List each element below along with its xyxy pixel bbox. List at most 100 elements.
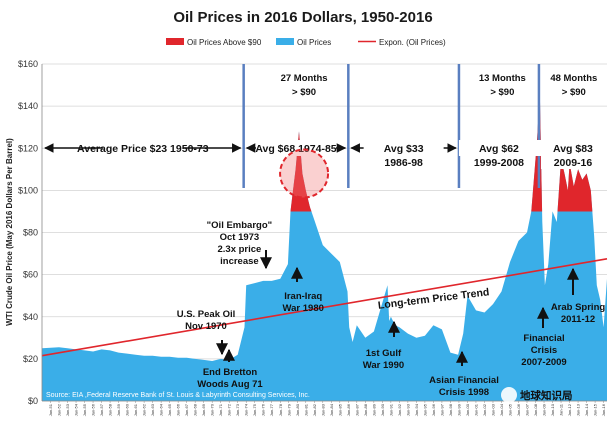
x-tick-label: Jan-82 (312, 403, 317, 416)
x-tick-label: Jan-85 (337, 403, 342, 416)
period-label-2: 1999-2008 (474, 157, 524, 169)
price-area (42, 91, 607, 402)
y-tick-label: $160 (18, 59, 38, 69)
period-label-bg (532, 140, 609, 156)
x-tick-label: Jan-05 (507, 403, 512, 416)
x-tick-label: Jan-87 (354, 403, 359, 416)
x-tick-label: Jan-71 (218, 403, 223, 416)
x-tick-label: Jan-73 (235, 403, 240, 416)
x-tick-label: Jan-86 (346, 403, 351, 416)
y-tick-label: $120 (18, 143, 38, 153)
period-label: Avg $62 (479, 143, 519, 155)
period-label-bg (371, 155, 436, 169)
x-tick-label: Jan-68 (193, 403, 198, 416)
y-tick-label: $80 (23, 228, 38, 238)
x-tick-label: Jan-99 (456, 403, 461, 416)
x-tick-label: Jan-98 (448, 403, 453, 416)
event-annotation-line: Woods Aug 71 (197, 379, 263, 390)
event-annotation-line: "Oil Embargo" (207, 220, 273, 231)
x-tick-label: Jan-65 (167, 403, 172, 416)
event-annotation-line: Arab Spring (551, 302, 606, 313)
event-annotation-line: War 1990 (363, 360, 404, 371)
watermark-icon (501, 387, 517, 403)
x-tick-label: Jan-04 (499, 403, 504, 416)
event-annotation-line: Nov 1970 (185, 321, 227, 332)
event-annotation-line: Iran-Iraq (284, 291, 322, 302)
event-annotation-line: Crisis (531, 345, 557, 356)
x-tick-label: Jan-61 (133, 403, 138, 416)
legend-label: Expon. (Oil Prices) (379, 38, 446, 47)
months-above-90-label: > $90 (490, 87, 514, 98)
event-annotation-line: 2.3x price (217, 244, 261, 255)
event-annotation-line: Asian Financial (429, 375, 499, 386)
event-annotation-line: 2011-12 (561, 314, 595, 325)
y-tick-label: $100 (18, 185, 38, 195)
x-tick-label: Jan-78 (278, 403, 283, 416)
x-tick-label: Jan-01 (473, 403, 478, 416)
watermark-text: 地球知识局 (520, 389, 573, 402)
y-tick-label: $60 (23, 270, 38, 280)
event-annotation-line: End Bretton (203, 367, 258, 378)
x-tick-label: Jan-97 (439, 403, 444, 416)
x-tick-label: Jan-89 (371, 403, 376, 416)
x-tick-label: Jan-02 (482, 403, 487, 416)
x-tick-label: Jan-63 (150, 403, 155, 416)
y-axis-label: WTI Crude Oil Price (May 2016 Dollars Pe… (5, 138, 14, 326)
price-area-blue (42, 91, 607, 402)
watermark: 地球知识局 (501, 387, 573, 403)
x-tick-label: Jan-10 (550, 403, 555, 416)
period-dividers (242, 64, 541, 188)
x-tick-label: Jan-09 (542, 403, 547, 416)
x-tick-label: Jan-75 (252, 403, 257, 416)
x-tick-label: Jan-55 (82, 403, 87, 416)
months-above-90-label: > $90 (562, 87, 586, 98)
x-tick-label: Jan-76 (261, 403, 266, 416)
legend-swatch (276, 38, 294, 45)
event-annotation-line: Crisis 1998 (439, 387, 489, 398)
x-tick-label: Jan-00 (465, 403, 470, 416)
event-annotation-line: U.S. Peak Oil (177, 309, 236, 320)
x-tick-label: Jan-53 (65, 403, 70, 416)
period-label: Avg $83 (553, 143, 593, 155)
x-tick-label: Jan-16 (601, 403, 606, 416)
x-tick-label: Jan-77 (269, 403, 274, 416)
x-tick-label: Jan-90 (380, 403, 385, 416)
period-annotations: Average Price $23 1950-73 Avg $68 1974-85… (44, 73, 609, 169)
x-tick-label: Jan-74 (244, 403, 249, 416)
x-tick-label: Jan-60 (125, 403, 130, 416)
event-annotation-line: 1st Gulf (366, 348, 402, 359)
legend-label: Oil Prices (297, 38, 331, 47)
period-label-2: 1986-98 (384, 157, 423, 169)
period-label-bg (102, 140, 183, 156)
x-tick-label: Jan-79 (286, 403, 291, 416)
x-tick-label: Jan-56 (91, 403, 96, 416)
x-tick-label: Jan-72 (227, 403, 232, 416)
x-tick-label: Jan-93 (405, 403, 410, 416)
x-tick-label: Jan-15 (593, 403, 598, 416)
period-label-bg (458, 140, 539, 156)
x-tick-label: Jan-81 (303, 403, 308, 416)
months-above-90-label: > $90 (292, 87, 316, 98)
period-label: Avg $33 (384, 143, 424, 155)
x-tick-label: Jan-80 (295, 403, 300, 416)
legend-swatch (166, 38, 184, 45)
x-tick-label: Jan-84 (329, 403, 334, 416)
period-label-bg (540, 155, 605, 169)
x-tick-label: Jan-66 (176, 403, 181, 416)
legend-label: Oil Prices Above $90 (187, 38, 262, 47)
price-area-above-90 (290, 91, 593, 212)
x-tick-label: Jan-14 (584, 403, 589, 416)
source-note: Source: EIA ,Federal Reserve Bank of St.… (46, 392, 310, 399)
x-tick-label: Jan-96 (431, 403, 436, 416)
x-tick-label: Jan-08 (533, 403, 538, 416)
months-above-90-label: 48 Months (550, 73, 597, 84)
x-tick-label: Jan-64 (159, 403, 164, 416)
event-annotation-line: increase (220, 256, 259, 267)
x-tick-label: Jan-94 (414, 403, 419, 416)
trend-line (41, 258, 608, 357)
x-tick-label: Jan-51 (48, 403, 53, 416)
months-above-90-label: 27 Months (281, 73, 328, 84)
x-tick-label: Jan-69 (201, 403, 206, 416)
